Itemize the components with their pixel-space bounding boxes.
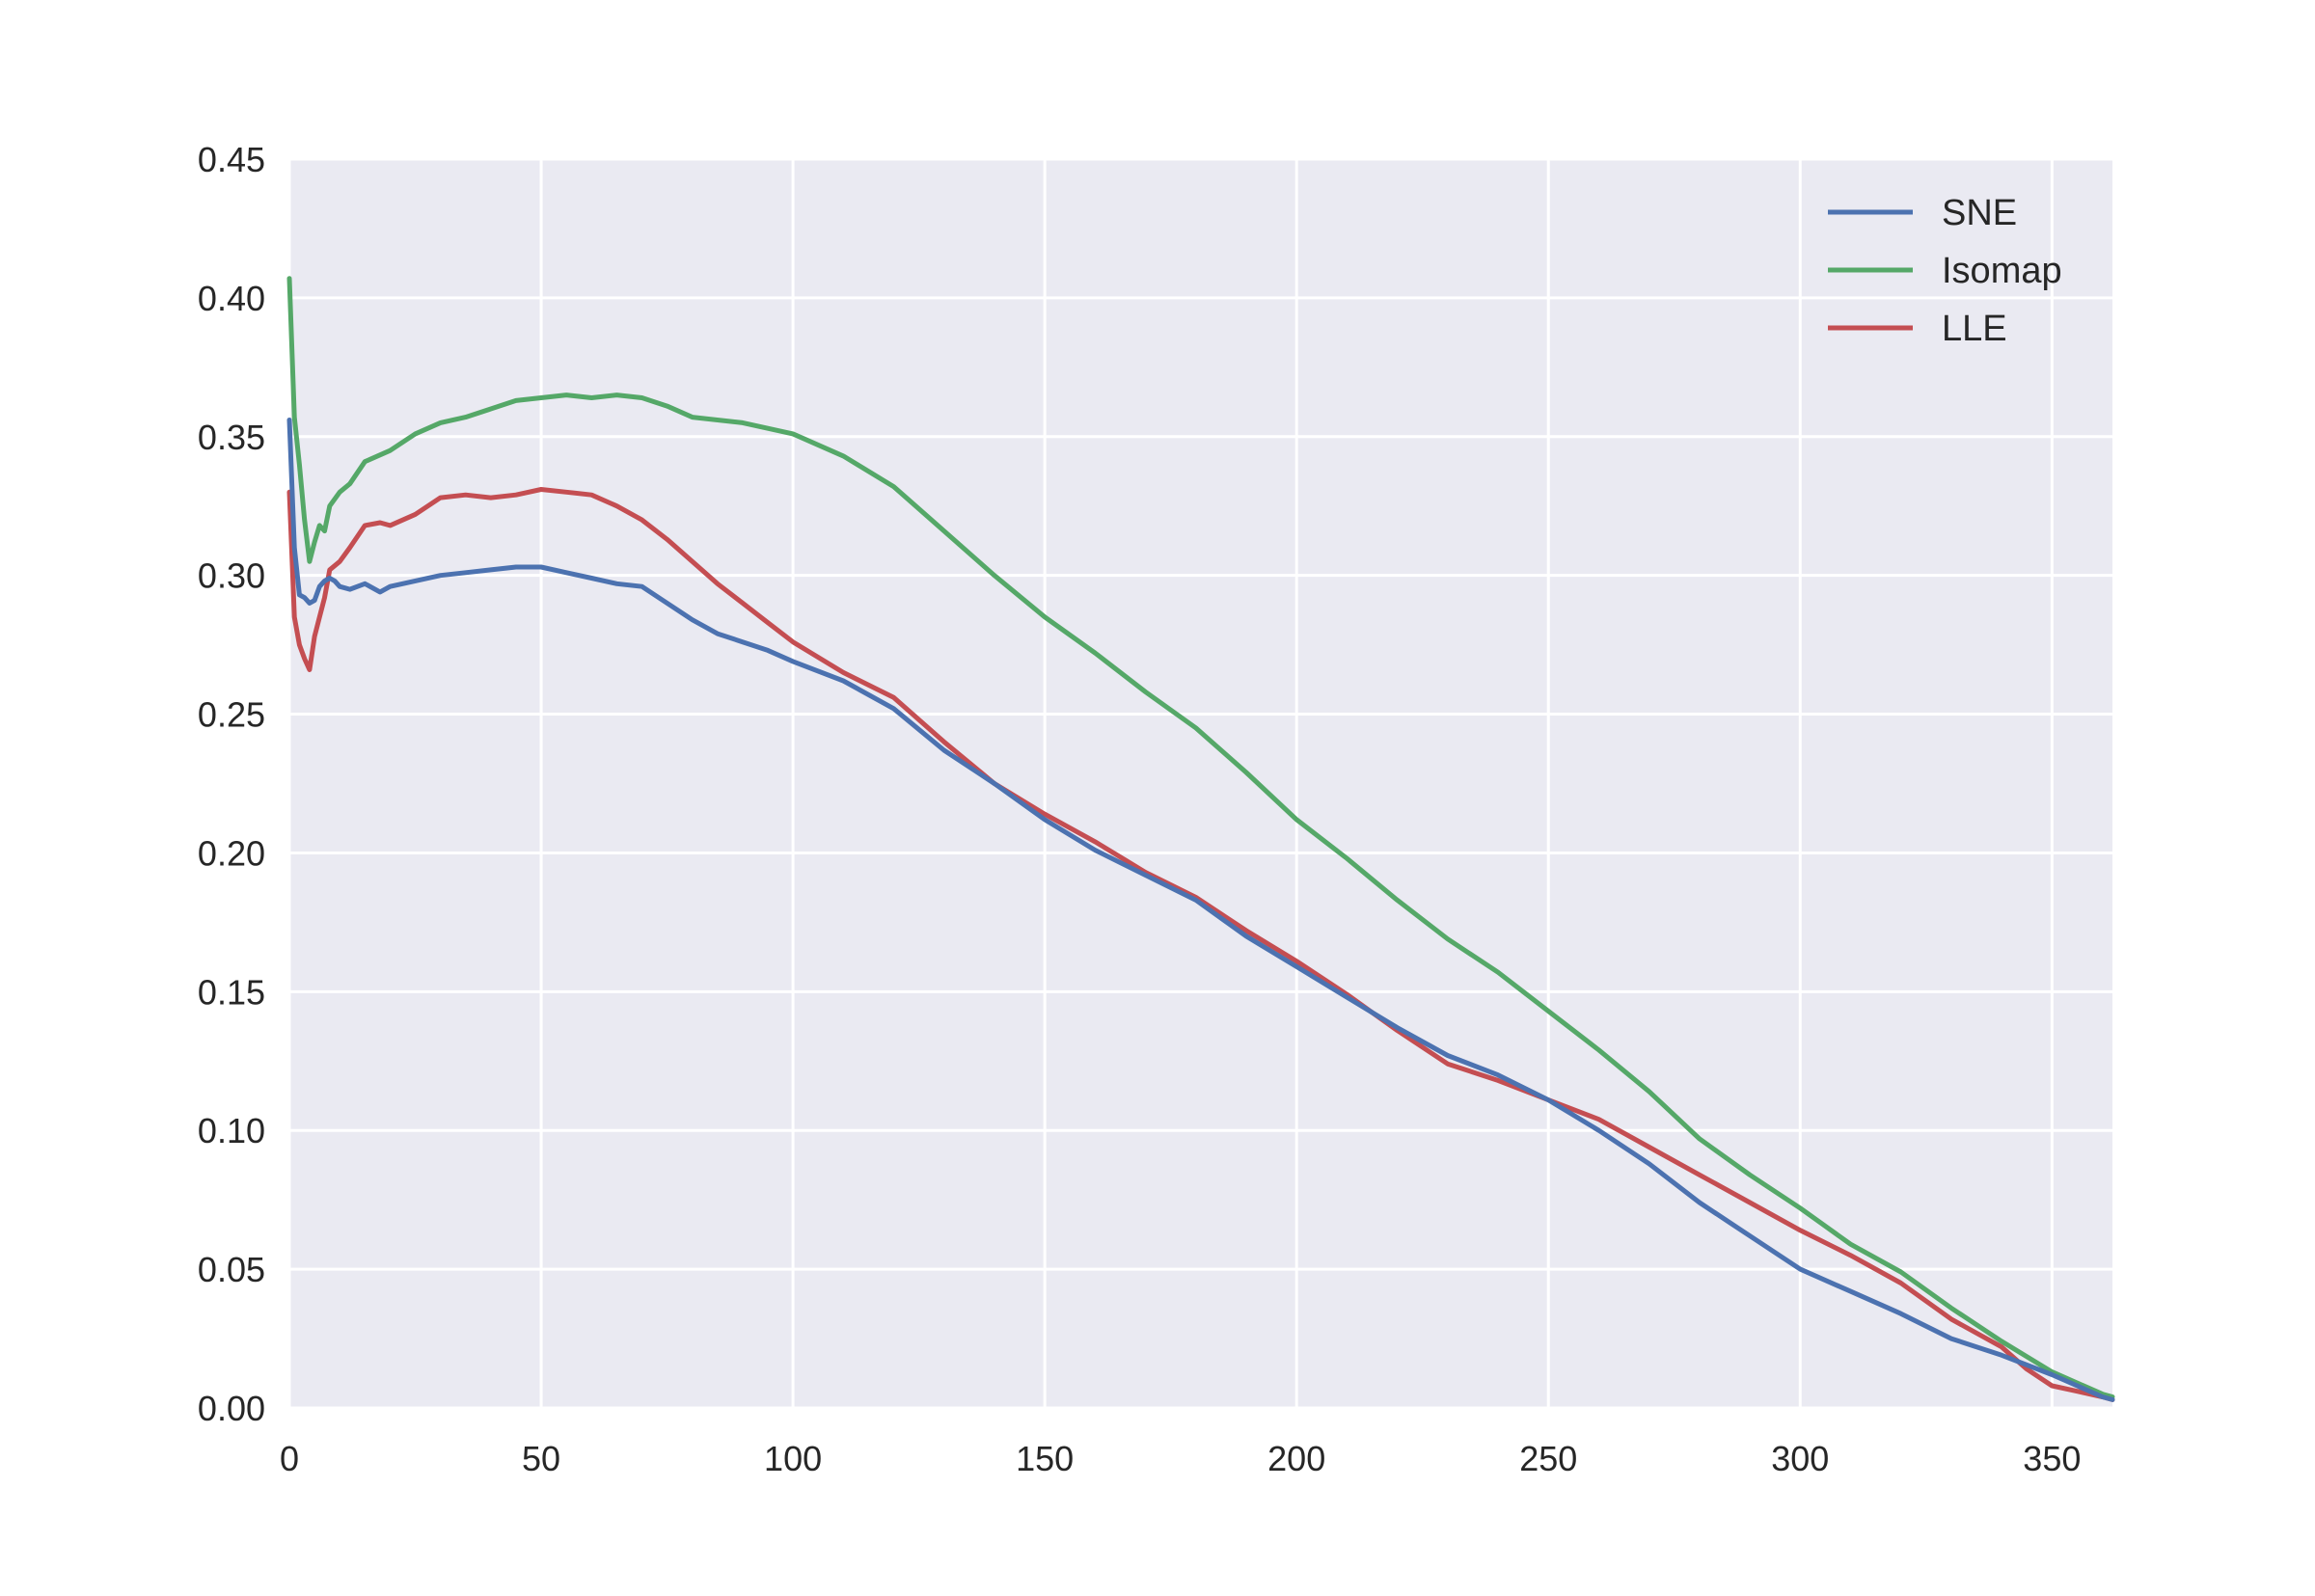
- series-lines: [286, 276, 2115, 1402]
- grid-lines: [287, 157, 2112, 1410]
- x-tick-label: 100: [764, 1439, 822, 1478]
- series-line-sne: [286, 418, 2115, 1402]
- y-tick-label: 0.35: [198, 418, 265, 457]
- y-tick-label: 0.20: [198, 833, 265, 873]
- y-axis-tick-labels: 0.00 0.05 0.10 0.15 0.20 0.25 0.30 0.35 0.40 0.45: [198, 140, 265, 1428]
- y-tick-label: 0.40: [198, 279, 265, 318]
- x-tick-label: 250: [1519, 1439, 1577, 1478]
- y-tick-label: 0.25: [198, 695, 265, 735]
- x-tick-label: 150: [1016, 1439, 1074, 1478]
- legend-label-sne: SNE: [1942, 193, 2017, 233]
- x-tick-label: 200: [1267, 1439, 1325, 1478]
- legend: SNE Isomap LLE: [1828, 193, 2062, 349]
- y-tick-label: 0.45: [198, 140, 265, 179]
- y-tick-label: 0.00: [198, 1389, 265, 1428]
- legend-label-isomap: Isomap: [1942, 251, 2062, 291]
- x-axis-tick-labels: 0 50 100 150 200 250 300 350: [280, 1439, 2081, 1478]
- y-tick-label: 0.30: [198, 556, 265, 596]
- x-tick-label: 350: [2023, 1439, 2081, 1478]
- legend-label-lle: LLE: [1942, 309, 2007, 349]
- y-tick-label: 0.15: [198, 972, 265, 1012]
- plot-background: [289, 159, 2112, 1408]
- y-tick-label: 0.05: [198, 1250, 265, 1289]
- y-tick-label: 0.10: [198, 1111, 265, 1150]
- series-line-lle: [286, 487, 2115, 1402]
- x-tick-label: 0: [280, 1439, 299, 1478]
- x-tick-label: 300: [1771, 1439, 1829, 1478]
- x-tick-label: 50: [522, 1439, 560, 1478]
- series-line-isomap: [286, 276, 2115, 1399]
